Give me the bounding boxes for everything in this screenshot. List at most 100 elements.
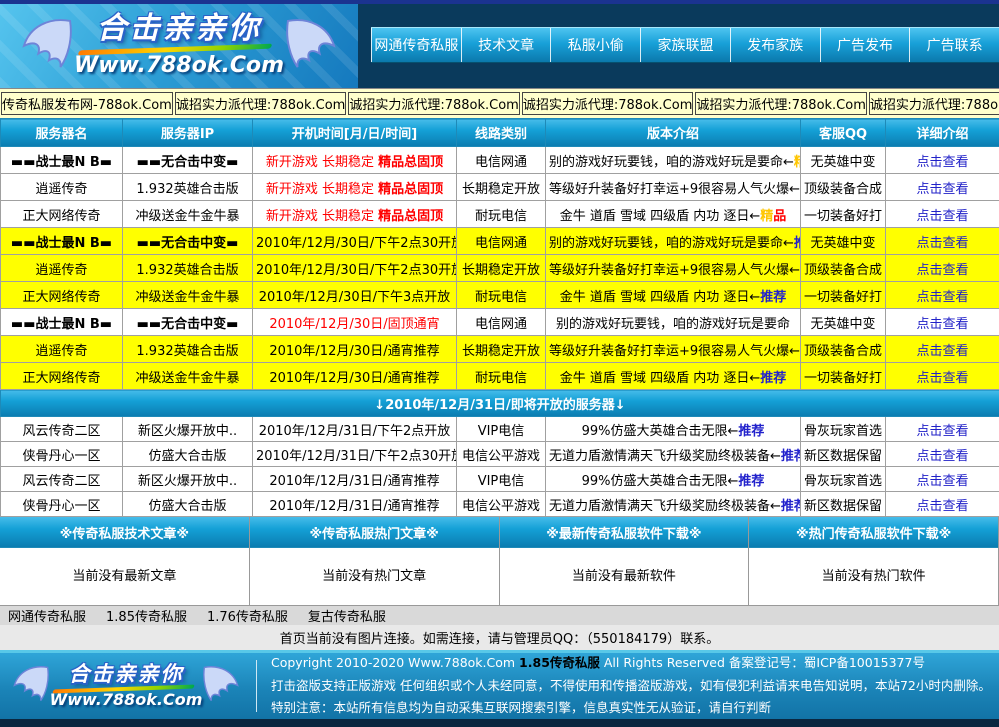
detail-link[interactable]: 点击查看	[885, 362, 999, 390]
server-name-link[interactable]: 正大网络传奇	[0, 362, 123, 390]
version-text: 金牛 道盾 雪域 四级盾 内功 逐日←	[559, 289, 761, 305]
open-time-text: 2010年/12月/30日/固顶通宵	[269, 316, 440, 332]
server-name-link[interactable]: 正大网络传奇	[0, 200, 123, 228]
version-cell: 99%仿盛大英雄合击无限←推荐	[545, 466, 801, 492]
bottom-section: ※传奇私服热门文章※ 当前没有热门文章	[249, 517, 500, 605]
col-header-line: 线路类别	[456, 118, 546, 147]
detail-link[interactable]: 点击查看	[885, 281, 999, 309]
version-text: 别的游戏好玩要钱，咱的游戏好玩是要命←	[549, 154, 794, 170]
detail-link[interactable]: 点击查看	[885, 335, 999, 363]
text-ad[interactable]: 诚招实力派代理:788ok.Com	[695, 92, 867, 115]
version-cell: 别的游戏好玩要钱，咱的游戏好玩是要命←精品	[545, 146, 801, 174]
wing-right-icon	[286, 17, 336, 75]
page-header: 合击亲亲你 Www.788ok.Com 网通传奇私服 技术文章 私服小偷 家族联盟 发布…	[0, 4, 999, 88]
open-time-cell: 新开游戏 长期稳定 精品总固顶	[252, 173, 457, 201]
tag-pin: 品	[773, 208, 787, 224]
tag-tuijian: 推荐	[780, 498, 800, 514]
nav-tab[interactable]: 广告联系	[909, 28, 999, 62]
server-rows-coming: 风云传奇二区 新区火爆开放中.. 2010年/12月/31日/下午2点开放 VI…	[0, 416, 999, 517]
line-type-cell: 耐玩电信	[456, 281, 546, 309]
open-time-text: 2010年/12月/30日/下午3点开放	[258, 289, 451, 305]
open-time-em: 精品总固顶	[378, 181, 444, 197]
version-cell: 无道力盾激情满天飞升级奖励终极装备←推荐	[545, 441, 801, 467]
server-name-link[interactable]: 逍遥传奇	[0, 335, 123, 363]
friend-link[interactable]: 复古传奇私服	[307, 610, 386, 625]
server-name-link[interactable]: 正大网络传奇	[0, 281, 123, 309]
text-ad[interactable]: 诚招实力派代理:788ok.Com	[868, 92, 999, 115]
text-ad[interactable]: 诚招实力派代理:788ok.Com	[348, 92, 520, 115]
server-row: 逍遥传奇 1.932英雄合击版 新开游戏 长期稳定 精品总固顶 长期稳定开放 等…	[0, 173, 999, 201]
copyright-em: 1.85传奇私服	[519, 655, 600, 671]
detail-link[interactable]: 点击查看	[885, 173, 999, 201]
text-ad[interactable]: 传奇私服发布网-788ok.Com	[1, 92, 173, 115]
server-name-link[interactable]: ▬▬战士最N B▬	[0, 146, 123, 174]
server-ip-cell: 1.932英雄合击版	[122, 335, 253, 363]
server-name-link[interactable]: 侠骨丹心一区	[0, 441, 123, 467]
server-name-link[interactable]: 侠骨丹心一区	[0, 491, 123, 517]
footer-logo-url: Www.788ok.Com	[49, 689, 203, 709]
text-ad[interactable]: 诚招实力派代理:788ok.Com	[521, 92, 694, 115]
server-row: 侠骨丹心一区 仿盛大合击版 2010年/12月/31日/下午2点30开放 电信公…	[0, 441, 999, 467]
detail-link[interactable]: 点击查看	[885, 200, 999, 228]
server-ip-cell: 冲级送金牛金牛暴	[122, 362, 253, 390]
col-header-ip: 服务器IP	[122, 118, 253, 147]
detail-link[interactable]: 点击查看	[885, 441, 999, 467]
nav-tab[interactable]: 家族联盟	[640, 28, 730, 62]
tag-tuijian: 推荐	[760, 289, 787, 305]
version-text: 等级好升装备好打幸运+9很容易人气火爆←	[549, 343, 801, 359]
friend-link[interactable]: 1.76传奇私服	[206, 610, 288, 625]
nav-tab[interactable]: 私服小偷	[550, 28, 640, 62]
server-ip-cell: 新区火爆开放中..	[122, 416, 253, 442]
wing-left-icon	[22, 17, 72, 75]
wing-left-icon	[12, 664, 49, 708]
version-text: 别的游戏好玩要钱，咱的游戏好玩是要命	[555, 316, 790, 332]
server-row: 逍遥传奇 1.932英雄合击版 2010年/12月/30日/下午2点30开放 长…	[0, 254, 999, 282]
friend-link[interactable]: 网通传奇私服	[8, 610, 87, 625]
server-name-link[interactable]: 逍遥传奇	[0, 173, 123, 201]
open-time-text: 新开游戏 长期稳定	[265, 208, 379, 224]
server-ip-cell: ▬▬无合击中变▬	[122, 227, 253, 255]
detail-link[interactable]: 点击查看	[885, 416, 999, 442]
server-table: 服务器名 服务器IP 开机时间[月/日/时间] 线路类别 版本介绍 客服QQ 详…	[0, 118, 999, 517]
open-time-cell: 2010年/12月/31日/通宵推荐	[252, 491, 457, 517]
server-row: 正大网络传奇 冲级送金牛金牛暴 2010年/12月/30日/下午3点开放 耐玩电…	[0, 281, 999, 309]
detail-link[interactable]: 点击查看	[885, 254, 999, 282]
qq-cell: 骨灰玩家首选	[800, 416, 886, 442]
server-ip-cell: ▬▬无合击中变▬	[122, 308, 253, 336]
server-name-link[interactable]: 风云传奇二区	[0, 466, 123, 492]
detail-link[interactable]: 点击查看	[885, 466, 999, 492]
server-name-link[interactable]: 风云传奇二区	[0, 416, 123, 442]
detail-link[interactable]: 点击查看	[885, 491, 999, 517]
logo-url: Www.788ok.Com	[73, 53, 285, 79]
text-ad[interactable]: 诚招实力派代理:788ok.Com	[174, 92, 347, 115]
open-time-text: 新开游戏 长期稳定	[265, 154, 379, 170]
footer-logo[interactable]: 合击亲亲你 Www.788ok.Com	[0, 653, 252, 719]
server-name-link[interactable]: ▬▬战士最N B▬	[0, 227, 123, 255]
server-ip-cell: 1.932英雄合击版	[122, 173, 253, 201]
nav-tab[interactable]: 发布家族	[729, 28, 820, 62]
detail-link[interactable]: 点击查看	[885, 227, 999, 255]
detail-link[interactable]: 点击查看	[885, 146, 999, 174]
open-time-em: 精品总固顶	[378, 154, 444, 170]
server-name-link[interactable]: 逍遥传奇	[0, 254, 123, 282]
nav-tab[interactable]: 网通传奇私服	[371, 28, 461, 62]
server-ip-cell: 冲级送金牛金牛暴	[122, 200, 253, 228]
detail-link[interactable]: 点击查看	[885, 308, 999, 336]
col-header-name: 服务器名	[0, 118, 123, 147]
main-nav: 网通传奇私服 技术文章 私服小偷 家族联盟 发布家族 广告发布 广告联系	[371, 27, 999, 63]
bottom-section: ※传奇私服技术文章※ 当前没有最新文章	[0, 517, 250, 605]
logo-text-block: 合击亲亲你 Www.788ok.Com	[73, 14, 285, 79]
section-title: ※最新传奇私服软件下载※	[499, 517, 749, 548]
tag-tuijian: 推荐	[794, 236, 800, 251]
server-name-link[interactable]: ▬▬战士最N B▬	[0, 308, 123, 336]
site-logo[interactable]: 合击亲亲你 Www.788ok.Com	[0, 4, 358, 88]
footer-line2: 打击盗版支持正版游戏 任何组织或个人未经同意，不得使用和传播盗版游戏，如有侵犯利…	[271, 677, 991, 693]
copyright-pre: Copyright 2010-2020 Www.788ok.Com	[271, 655, 520, 671]
friend-link[interactable]: 1.85传奇私服	[106, 610, 187, 625]
nav-tab[interactable]: 广告发布	[819, 28, 910, 62]
coming-banner-row: ↓2010年/12月/31日/即将开放的服务器↓	[0, 389, 999, 417]
logo-panel: 合击亲亲你 Www.788ok.Com	[0, 4, 358, 88]
line-type-cell: 电信网通	[456, 227, 546, 255]
nav-tab[interactable]: 技术文章	[460, 28, 551, 62]
server-ip-cell: 仿盛大合击版	[122, 491, 253, 517]
